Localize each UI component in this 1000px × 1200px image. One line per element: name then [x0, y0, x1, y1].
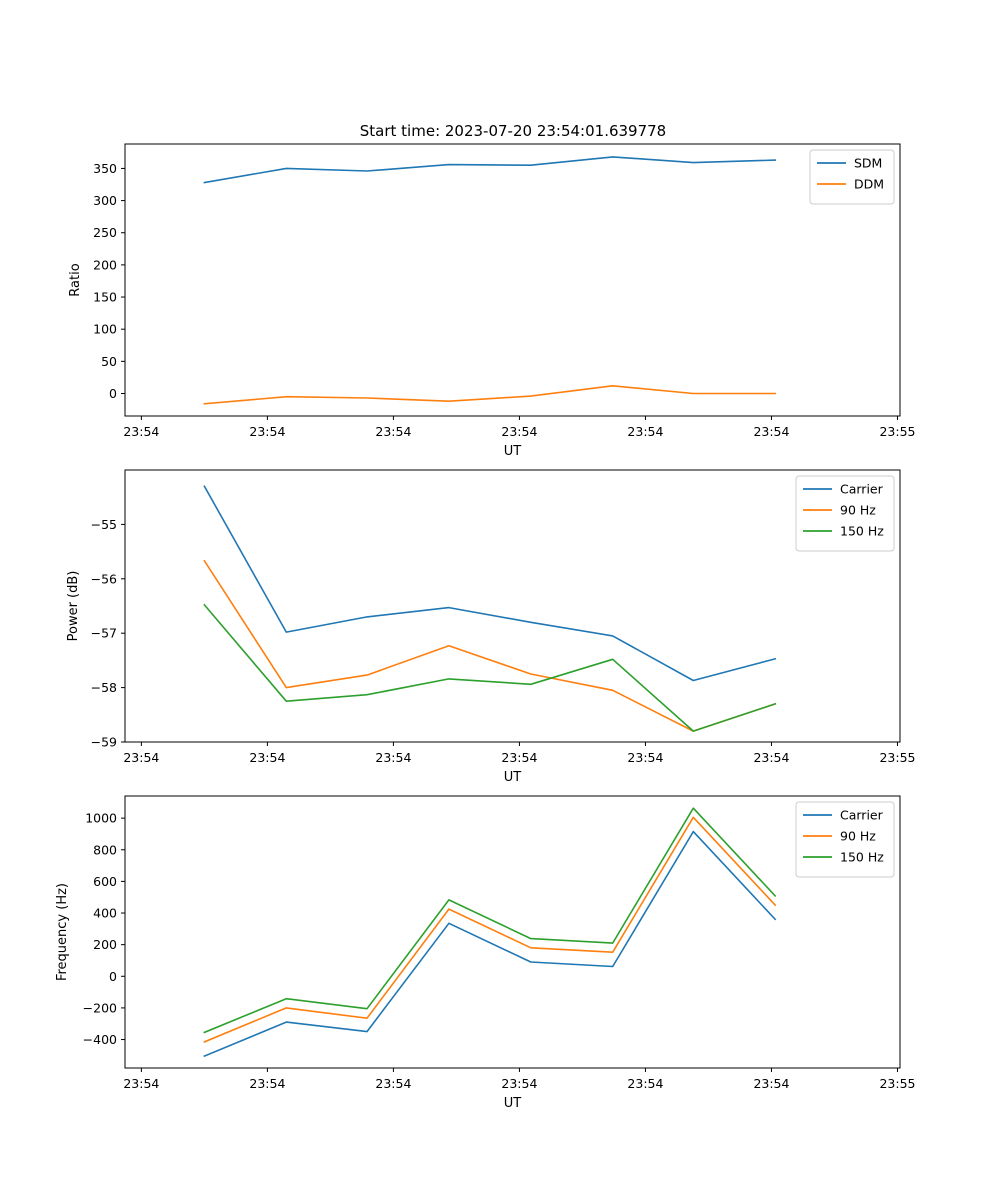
series-line-ddm: [203, 384, 777, 405]
x-tick-label: 23:54: [753, 750, 789, 765]
x-tick-label: 23:54: [627, 424, 663, 439]
legend-label: 90 Hz: [840, 503, 876, 518]
series-line-150-hz: [203, 807, 777, 1034]
series-line-90-hz: [203, 816, 777, 1043]
y-axis-label: Power (dB): [66, 571, 81, 642]
x-tick-label: 23:54: [753, 424, 789, 439]
figure-title: Start time: 2023-07-20 23:54:01.639778: [360, 122, 666, 140]
x-tick-label: 23:54: [249, 424, 285, 439]
y-tick-label: −200: [83, 1000, 117, 1015]
y-tick-label: 150: [93, 290, 117, 305]
y-axis-label: Ratio: [68, 263, 83, 296]
legend-box: [795, 475, 895, 552]
y-tick-label: 800: [93, 842, 117, 857]
x-tick-label: 23:54: [753, 1076, 789, 1091]
legend-label: 150 Hz: [840, 850, 884, 865]
x-tick-label: 23:54: [375, 1076, 411, 1091]
y-tick-label: −56: [91, 571, 117, 586]
y-tick-label: 400: [93, 906, 117, 921]
x-tick-label: 23:54: [249, 750, 285, 765]
y-tick-label: −59: [91, 735, 117, 750]
y-tick-label: 600: [93, 874, 117, 889]
legend-label: Carrier: [840, 808, 884, 823]
y-tick-label: 0: [109, 386, 117, 401]
y-axis-label: Frequency (Hz): [55, 883, 70, 981]
x-tick-label: 23:55: [879, 424, 915, 439]
y-tick-label: 250: [93, 225, 117, 240]
legend: Carrier 90 Hz 150 Hz: [795, 801, 895, 878]
x-tick-label: 23:54: [123, 750, 159, 765]
x-tick-label: 23:54: [501, 750, 537, 765]
x-tick-label: 23:54: [123, 424, 159, 439]
series-line-sdm: [203, 156, 777, 184]
x-tick-label: 23:54: [627, 750, 663, 765]
x-axis-label: UT: [504, 444, 522, 459]
legend-label: SDM: [854, 156, 882, 171]
series-line-150-hz: [203, 603, 777, 732]
x-tick-label: 23:54: [375, 750, 411, 765]
y-tick-label: −58: [91, 680, 117, 695]
x-axis-label: UT: [504, 770, 522, 785]
chart-panel-3: −400 −200 0 200 400 600 800 1000 23:54 23:54 23:54…: [55, 795, 915, 1111]
y-tick-label: 0: [109, 969, 117, 984]
y-tick-label: 200: [93, 257, 117, 272]
legend-box: [795, 801, 895, 878]
legend: SDM DDM: [809, 149, 895, 205]
x-tick-label: 23:54: [501, 424, 537, 439]
x-tick-label: 23:54: [123, 1076, 159, 1091]
legend-label: 90 Hz: [840, 829, 876, 844]
series-line-carrier: [203, 830, 777, 1058]
y-tick-label: −57: [91, 626, 117, 641]
y-tick-label: 1000: [85, 811, 117, 826]
y-tick-label: 300: [93, 193, 117, 208]
x-tick-label: 23:54: [501, 1076, 537, 1091]
axes-frame: [124, 469, 901, 743]
legend-label: 150 Hz: [840, 524, 884, 539]
axes-frame: [124, 143, 901, 417]
x-tick-label: 23:54: [375, 424, 411, 439]
y-tick-label: 100: [93, 322, 117, 337]
x-tick-label: 23:54: [627, 1076, 663, 1091]
charts: 0 50 100 150 200 250 300 350 23:54 23:54 23:54 23:5…: [55, 143, 915, 1111]
series-line-carrier: [203, 485, 777, 682]
axes-frame: [124, 795, 901, 1069]
y-tick-label: −55: [91, 517, 117, 532]
x-tick-label: 23:55: [879, 750, 915, 765]
y-tick-label: −400: [83, 1032, 117, 1047]
y-tick-label: 200: [93, 937, 117, 952]
y-tick-label: 350: [93, 161, 117, 176]
x-tick-label: 23:54: [249, 1076, 285, 1091]
x-axis-label: UT: [504, 1096, 522, 1111]
x-tick-label: 23:55: [879, 1076, 915, 1091]
legend-label: Carrier: [840, 482, 884, 497]
legend: Carrier 90 Hz 150 Hz: [795, 475, 895, 552]
y-tick-label: 50: [101, 354, 117, 369]
chart-panel-1: 0 50 100 150 200 250 300 350 23:54 23:54 23:54 23:5…: [68, 143, 915, 459]
legend-label: DDM: [854, 177, 884, 192]
series-line-90-hz: [203, 559, 777, 732]
chart-panel-2: −59 −58 −57 −56 −55 23:54 23:54 23:54 23:54 23:54…: [66, 469, 915, 785]
